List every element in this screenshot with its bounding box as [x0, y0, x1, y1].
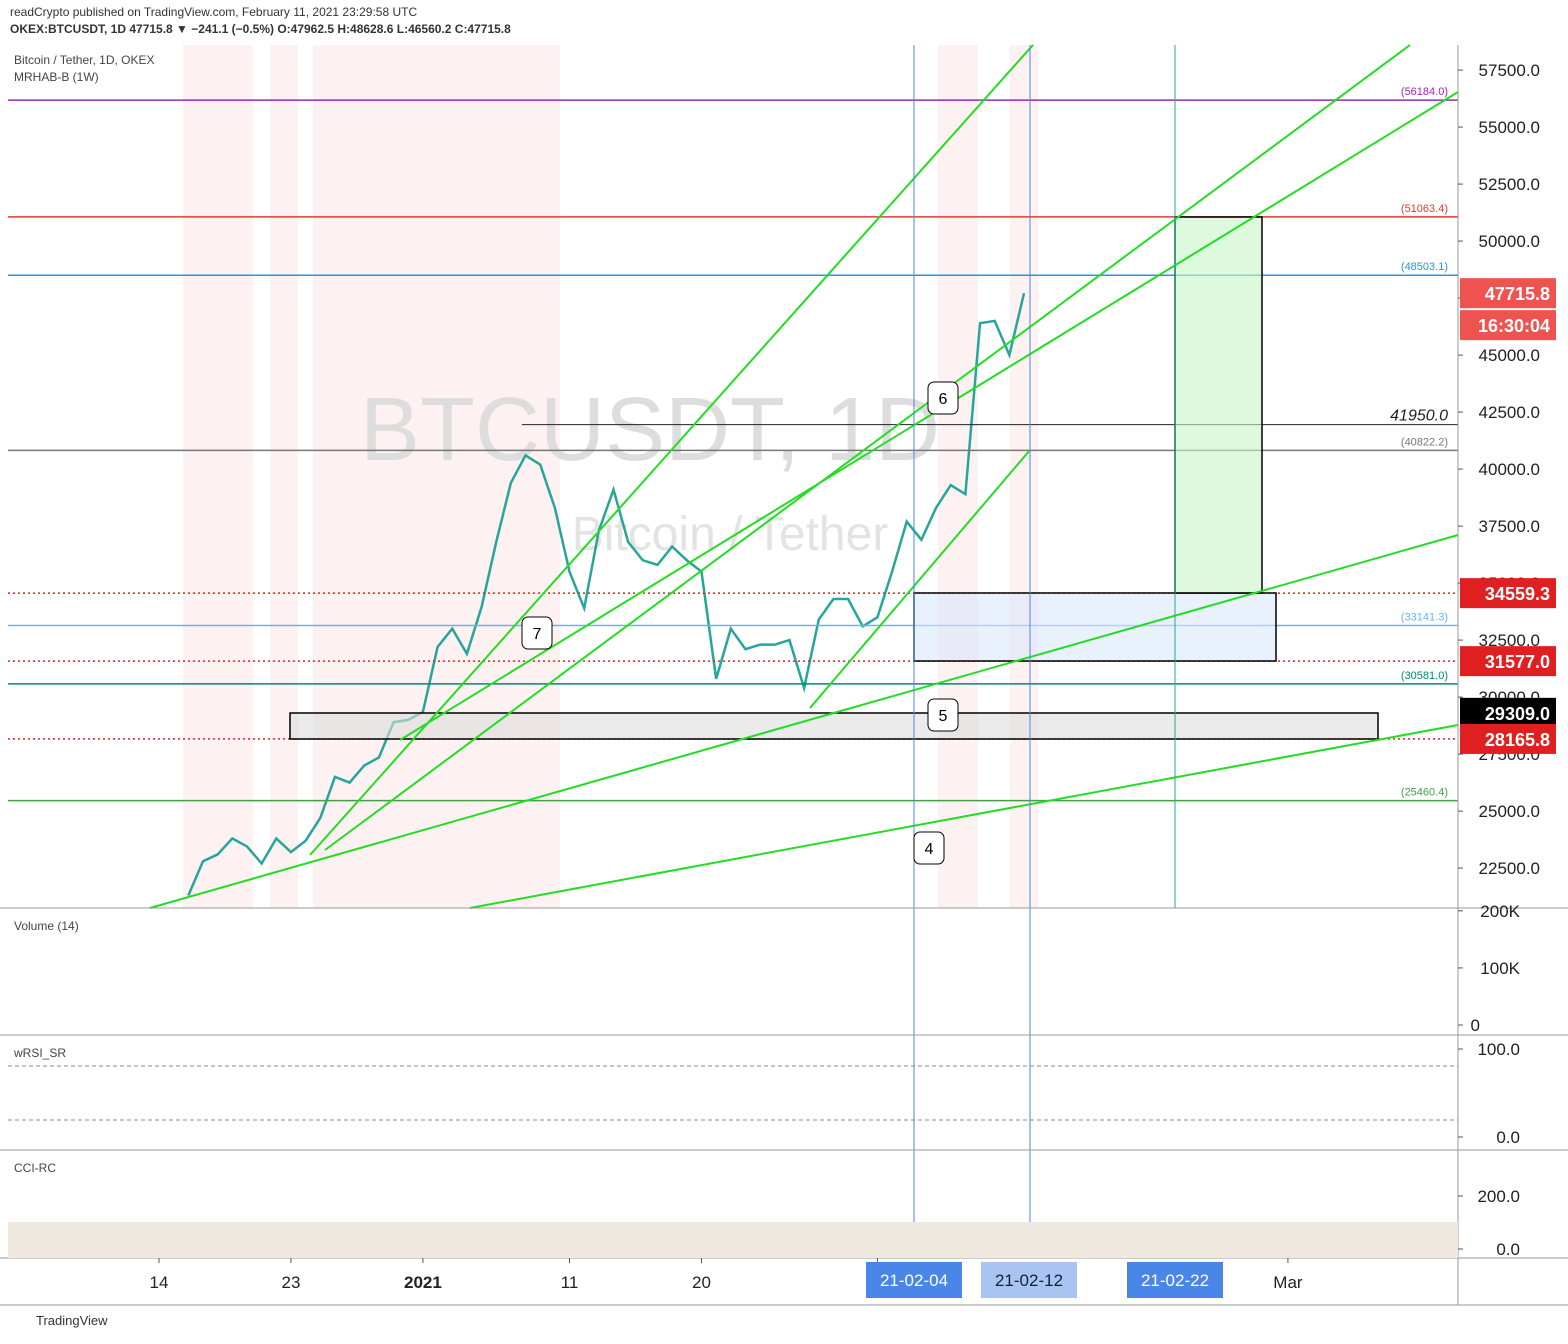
price-tag — [1460, 646, 1556, 677]
price-tag-label: 47715.8 — [1485, 284, 1550, 304]
date-marker-label: 21-02-04 — [880, 1271, 948, 1290]
pane-tick-label: 100.0 — [1477, 1040, 1520, 1059]
watermark-symbol: BTCUSDT, 1D — [360, 380, 940, 480]
price-tag — [1460, 578, 1556, 609]
pane-tick-label: 100K — [1480, 959, 1520, 978]
x-tick-label: 14 — [150, 1273, 169, 1292]
footer: TradingView — [36, 1313, 108, 1328]
annotation-box — [521, 616, 553, 650]
trend-lines — [149, 44, 1459, 909]
y-tick-label: 25000.0 — [1479, 802, 1540, 821]
quote: OKEX:BTCUSDT, 1D 47715.8 ▼ −241.1 (−0.5%… — [10, 22, 511, 36]
level-label: (30581.0) — [1401, 670, 1448, 682]
indicator: MRHAB-B (1W) — [14, 70, 99, 84]
y-tick-label: 57500.0 — [1479, 61, 1540, 80]
pane-title: Volume (14) — [14, 919, 79, 933]
symbol: Bitcoin / Tether, 1D, OKEX — [14, 53, 155, 67]
countdown-tag — [1460, 310, 1556, 341]
annotation-label: 6 — [939, 391, 948, 408]
price-tag-label: 31577.0 — [1485, 652, 1550, 672]
pane-title: CCI-RC — [14, 1161, 56, 1175]
pane-tick-label: 0 — [1471, 1016, 1480, 1035]
level-label: (33141.3) — [1401, 611, 1448, 623]
vertical-lines — [913, 45, 1176, 1258]
pane-tick-label: 200.0 — [1477, 1187, 1520, 1206]
annotation-box — [927, 698, 959, 732]
rsi-levels — [8, 1065, 1458, 1121]
pane-title: wRSI_SR — [13, 1046, 66, 1060]
date-marker — [1127, 1262, 1223, 1298]
y-tick-label: 22500.0 — [1479, 859, 1540, 878]
price-tag-label: 29309.0 — [1485, 704, 1550, 724]
date-marker-label: 21-02-12 — [995, 1271, 1063, 1290]
level-label: (56184.0) — [1401, 86, 1448, 98]
x-tick-label: 2021 — [404, 1273, 442, 1292]
y-tick-label: 52500.0 — [1479, 175, 1540, 194]
y-tick-label: 50000.0 — [1479, 232, 1540, 251]
x-tick-label: 11 — [561, 1273, 579, 1292]
date-marker-label: 21-02-22 — [1141, 1271, 1209, 1290]
y-tick-label: 32500.0 — [1479, 631, 1540, 650]
y-tick-label: 45000.0 — [1479, 346, 1540, 365]
x-tick-label: 20 — [692, 1273, 711, 1292]
y-tick-label: 55000.0 — [1479, 118, 1540, 137]
y-tick-label: 42500.0 — [1479, 403, 1540, 422]
annotation-box — [927, 381, 959, 415]
highlight-bands — [183, 45, 1038, 908]
plot — [8, 99, 1458, 896]
price-tag — [1460, 697, 1556, 728]
price-tag — [1460, 278, 1556, 309]
annotation-label: 4 — [925, 841, 934, 858]
level-label: (51063.4) — [1401, 203, 1448, 215]
price-tag-label: 28165.8 — [1485, 730, 1550, 750]
y-tick-label: 40000.0 — [1479, 460, 1540, 479]
pane-tick-label: 0.0 — [1496, 1128, 1520, 1147]
cci-band — [8, 1222, 1458, 1258]
x-tick-label: 23 — [282, 1273, 301, 1292]
annotation-label: 5 — [939, 708, 948, 725]
level-label: (40822.2) — [1401, 436, 1448, 448]
publisher: readCrypto published on TradingView.com,… — [10, 5, 417, 19]
zones — [289, 216, 1379, 740]
price-line — [187, 292, 1026, 896]
countdown: 16:30:04 — [1478, 316, 1550, 336]
y-tick-label: 37500.0 — [1479, 517, 1540, 536]
annotation-box — [913, 831, 945, 865]
date-marker — [866, 1262, 962, 1298]
level-label: (48503.1) — [1401, 261, 1448, 273]
pane-tick-label: 0.0 — [1496, 1240, 1520, 1259]
level-label: (25460.4) — [1401, 787, 1448, 799]
price-tag — [1460, 723, 1556, 754]
x-tick-label: Mar — [1273, 1273, 1303, 1292]
watermark-name: Bitcoin / Tether — [572, 508, 889, 561]
price-tag-label: 34559.3 — [1485, 584, 1550, 604]
pane-tick-label: 200K — [1480, 902, 1520, 921]
date-marker — [981, 1262, 1077, 1298]
level-label: 41950.0 — [1390, 408, 1448, 425]
annotation-label: 7 — [533, 626, 542, 643]
